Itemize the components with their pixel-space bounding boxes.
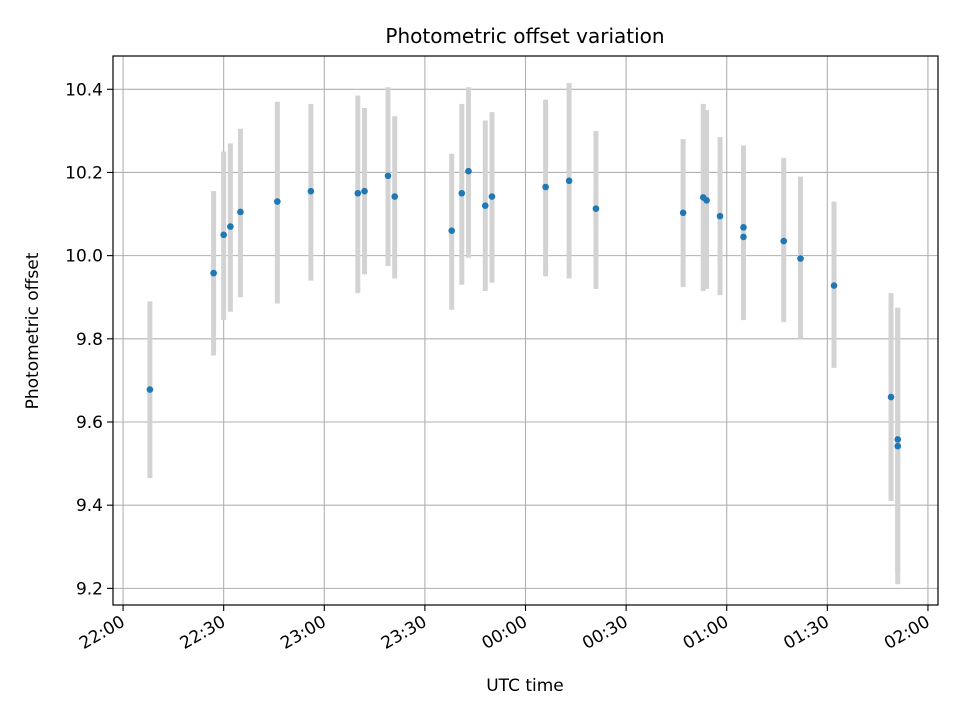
data-point	[227, 223, 234, 230]
data-point	[565, 177, 573, 185]
data-point	[361, 187, 368, 195]
data-point	[716, 212, 724, 220]
data-point	[488, 193, 496, 200]
data-point	[887, 393, 895, 401]
y-tick-label: 9.2	[76, 579, 103, 599]
data-point	[146, 386, 154, 393]
data-point	[830, 282, 838, 289]
data-point	[220, 231, 227, 239]
data-point	[391, 193, 399, 200]
data-point	[458, 189, 466, 197]
data-point	[740, 224, 747, 231]
data-point	[592, 205, 600, 212]
y-tick-label: 9.6	[76, 413, 103, 433]
data-points	[146, 167, 902, 450]
data-point	[740, 233, 747, 241]
data-point	[307, 187, 315, 195]
x-axis-title: UTC time	[486, 676, 564, 696]
grid	[113, 56, 938, 605]
data-point	[481, 202, 489, 210]
y-axis: 9.2 9.4 9.6 9.8 10.0 10.2 10.4	[65, 80, 113, 599]
data-point	[703, 197, 710, 204]
data-point	[542, 183, 549, 191]
data-point	[448, 227, 456, 234]
data-point	[237, 208, 244, 216]
data-point	[797, 255, 804, 262]
chart-title: Photometric offset variation	[385, 24, 664, 48]
y-axis-title: Photometric offset	[23, 252, 43, 409]
data-point	[210, 269, 217, 277]
data-point	[274, 198, 281, 205]
y-tick-label: 10.4	[65, 80, 103, 100]
data-point	[894, 436, 902, 443]
data-point	[679, 209, 687, 217]
data-point	[354, 189, 362, 197]
y-tick-label: 10.0	[65, 247, 103, 267]
data-point	[384, 172, 392, 180]
data-point	[894, 442, 902, 450]
y-tick-label: 10.2	[65, 163, 103, 183]
y-tick-label: 9.4	[76, 496, 103, 516]
data-point	[465, 167, 472, 175]
y-tick-label: 9.8	[76, 330, 103, 350]
data-point	[780, 237, 788, 245]
